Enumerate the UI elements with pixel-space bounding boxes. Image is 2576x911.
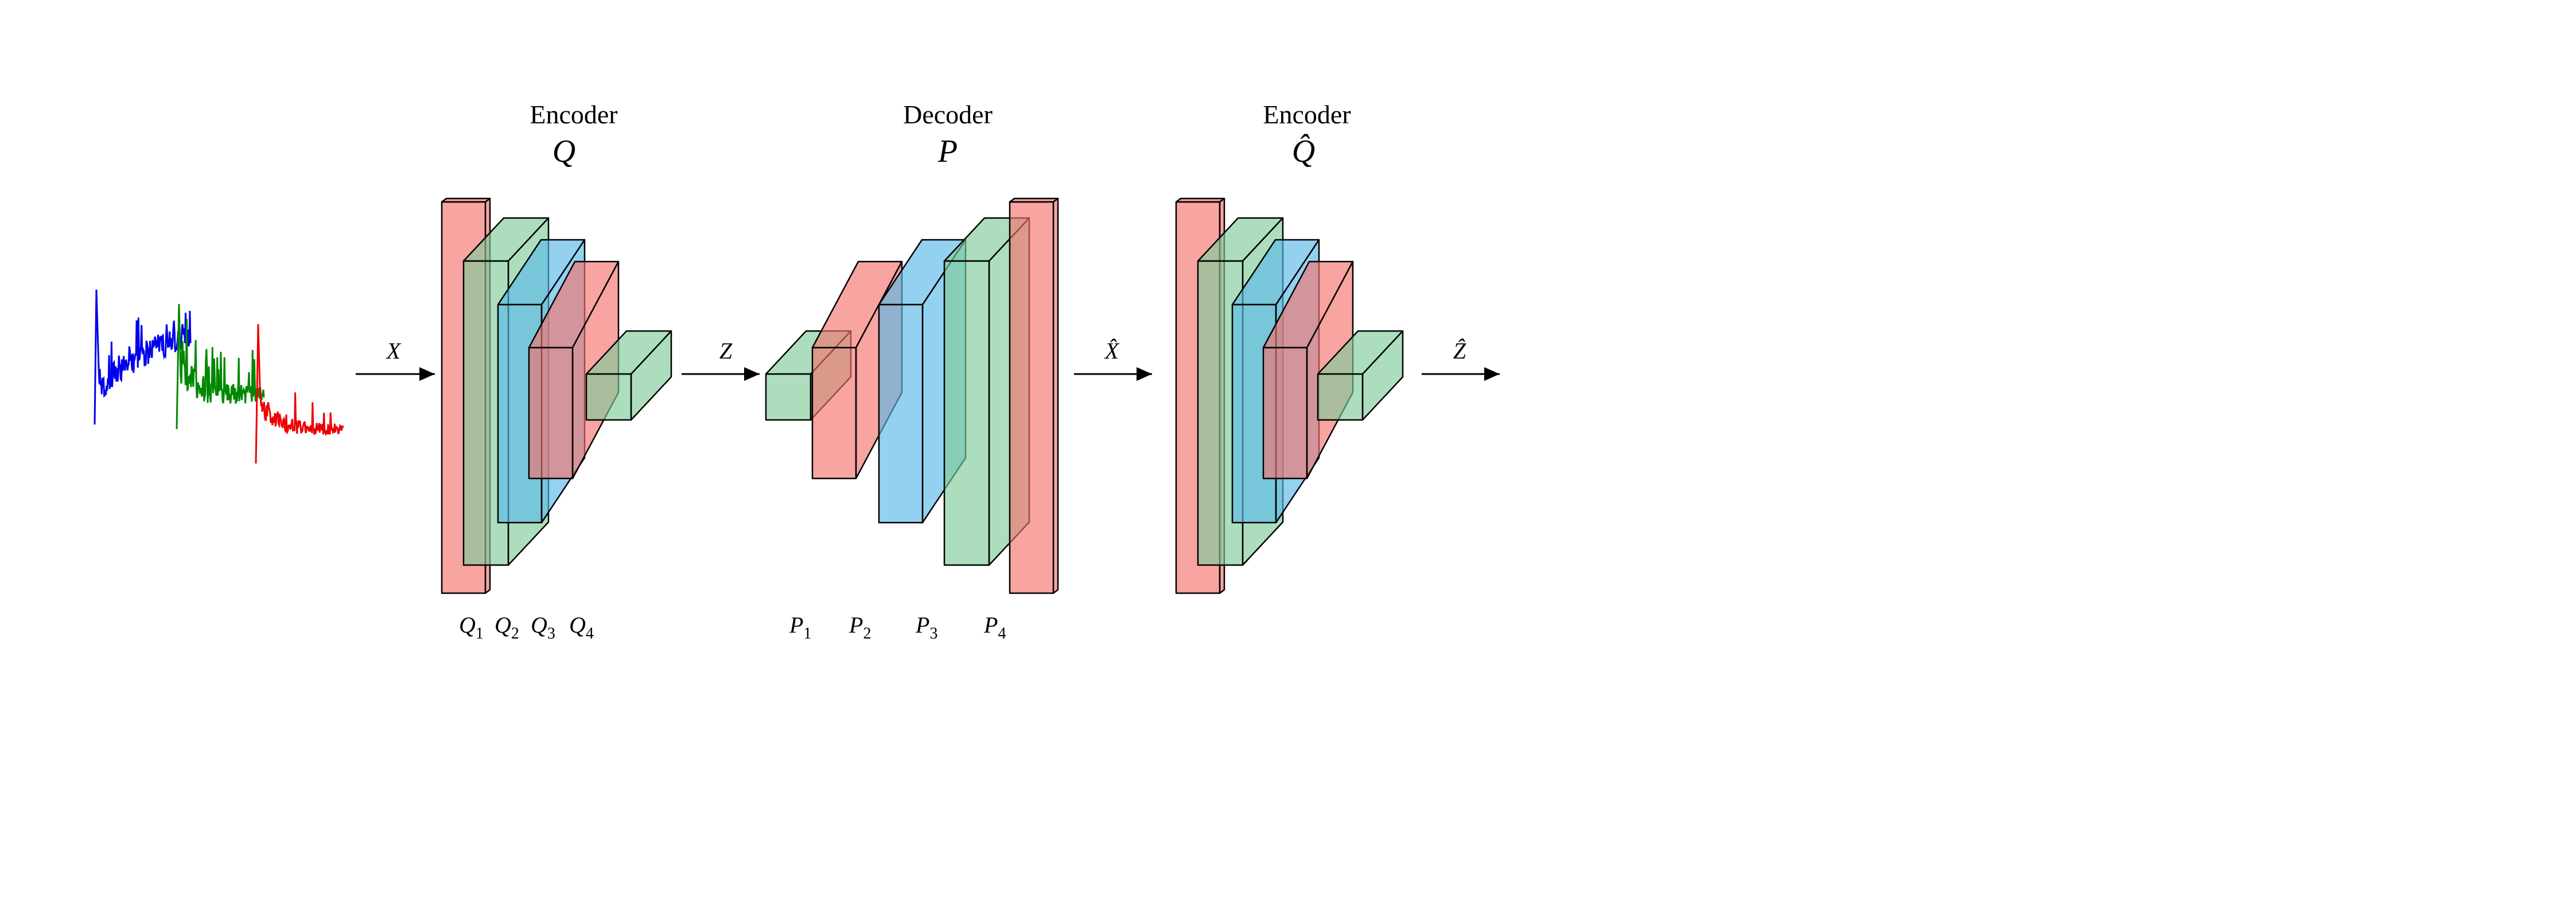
titles: Encoder Q Decoder P Encoder Q̂: [530, 100, 1351, 169]
block-p3-front: [878, 303, 924, 524]
block-qh2-front: [1197, 260, 1244, 566]
layer-label-q4: Q4: [569, 612, 594, 643]
block-q2-front: [462, 260, 509, 566]
layer-label-p3: P3: [915, 612, 937, 643]
layer-label-q2: Q2: [495, 612, 519, 643]
layer-blocks: [441, 197, 1404, 594]
layer-label-p1: P1: [789, 612, 811, 643]
block-q4-front: [528, 347, 574, 480]
block-qh4-front: [1262, 347, 1308, 480]
block-qh5: [1317, 330, 1404, 421]
block-p2-front: [811, 347, 857, 480]
decoder-symbol: P: [937, 134, 958, 169]
block-p5: [1009, 197, 1059, 594]
block-p4-front: [943, 260, 990, 566]
block-qh5-front: [1317, 373, 1364, 421]
signal-blue: [94, 289, 192, 425]
signal-red: [255, 324, 344, 464]
decoder-layer-labels: P1 P2 P3 P4: [789, 612, 1006, 643]
arrow-labels: X Z X̂ Ẑ: [386, 338, 1466, 364]
encoder-symbol: Q: [552, 134, 575, 169]
layer-label-q3: Q3: [531, 612, 555, 643]
block-p5-front: [1009, 201, 1054, 594]
encoder-title: Encoder: [530, 100, 617, 129]
layer-label-p2: P2: [849, 612, 871, 643]
block-q5: [585, 330, 672, 421]
block-p1-front: [765, 373, 812, 421]
layer-label-p4: P4: [983, 612, 1006, 643]
label-z: Z: [719, 338, 733, 364]
label-xhat: X̂: [1104, 338, 1120, 364]
encoder2-symbol: Q̂: [1292, 133, 1315, 169]
label-zhat: Ẑ: [1453, 338, 1466, 364]
label-x: X: [386, 338, 402, 364]
decoder-title: Decoder: [903, 100, 993, 129]
layer-label-q1: Q1: [459, 612, 484, 643]
input-signals: [94, 289, 344, 464]
block-q5-front: [585, 373, 632, 421]
signal-green: [176, 303, 265, 430]
encoder-layer-labels: Q1 Q2 Q3 Q4: [459, 612, 594, 643]
encoder2-title: Encoder: [1263, 100, 1351, 129]
